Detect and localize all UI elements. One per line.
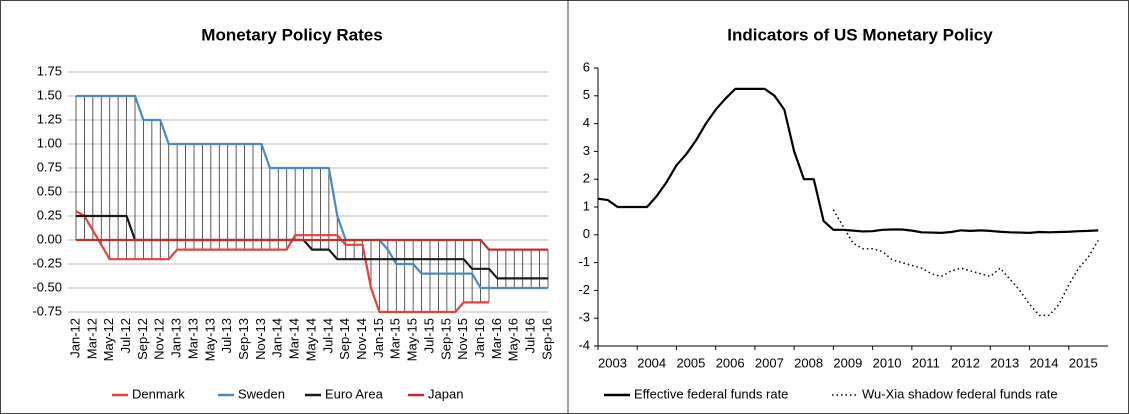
legend-label: Sweden — [238, 386, 285, 401]
x-tick-label: 2012 — [951, 355, 980, 370]
x-tick-label: May-16 — [506, 318, 521, 361]
x-tick-label: Jan-14 — [270, 318, 285, 358]
x-tick-label: Mar-12 — [84, 318, 99, 359]
x-tick-label: Jul-16 — [523, 318, 538, 353]
x-tick-label: Nov-12 — [152, 318, 167, 360]
legend-label: Japan — [428, 386, 463, 401]
x-tick-label: Jul-15 — [421, 318, 436, 353]
x-tick-label: 2009 — [833, 355, 862, 370]
y-tick-label: 1.00 — [37, 135, 62, 150]
x-tick-label: Jan-16 — [472, 318, 487, 358]
series-line — [597, 87, 1099, 234]
x-tick-label: Sep-12 — [135, 318, 150, 360]
chart-title: Monetary Policy Rates — [201, 25, 382, 44]
x-tick-label: Sep-16 — [539, 318, 554, 360]
x-tick-label: 2015 — [1069, 355, 1098, 370]
x-tick-label: 2007 — [755, 355, 784, 370]
series-line — [76, 238, 548, 251]
y-tick-label: 3 — [583, 143, 590, 158]
x-tick-label: Sep-15 — [438, 318, 453, 360]
y-tick-label: 0.50 — [37, 183, 62, 198]
series-line — [75, 210, 489, 314]
y-tick-label: -3 — [578, 310, 590, 325]
x-tick-label: May-12 — [101, 318, 116, 361]
legend-label: Denmark — [132, 386, 185, 401]
y-tick-label: -2 — [578, 282, 590, 297]
x-tick-label: Jan-12 — [67, 318, 82, 358]
x-tick-label: Nov-14 — [354, 318, 369, 360]
y-tick-label: 4 — [583, 115, 590, 130]
x-tick-label: May-15 — [405, 318, 420, 361]
y-tick-label: 5 — [583, 87, 590, 102]
x-tick-label: 2008 — [794, 355, 823, 370]
x-tick-label: Sep-14 — [337, 318, 352, 360]
y-tick-label: 1 — [583, 198, 590, 213]
y-tick-label: 1.25 — [37, 111, 62, 126]
y-tick-label: -0.75 — [32, 303, 62, 318]
legend-label: Euro Area — [325, 386, 384, 401]
x-tick-label: Mar-14 — [287, 318, 302, 359]
x-tick-label: 2004 — [637, 355, 666, 370]
y-tick-label: 1.75 — [37, 63, 62, 78]
x-tick-label: Jan-15 — [371, 318, 386, 358]
legend-label: Effective federal funds rate — [634, 386, 788, 401]
x-tick-label: Mar-16 — [489, 318, 504, 359]
y-tick-label: 2 — [583, 171, 590, 186]
x-tick-label: Jul-14 — [320, 318, 335, 353]
x-tick-label: Jan-13 — [169, 318, 184, 358]
series-line — [832, 209, 1099, 317]
y-tick-label: 0.00 — [37, 231, 62, 246]
x-tick-label: 2005 — [676, 355, 705, 370]
series-line — [76, 94, 548, 290]
y-tick-label: -1 — [578, 254, 590, 269]
x-tick-label: Nov-15 — [455, 318, 470, 360]
y-tick-label: -0.50 — [32, 279, 62, 294]
x-tick-label: Mar-13 — [185, 318, 200, 359]
x-tick-label: 2013 — [990, 355, 1019, 370]
y-tick-label: 0 — [583, 226, 590, 241]
x-tick-label: 2010 — [873, 355, 902, 370]
x-tick-label: Jul-12 — [118, 318, 133, 353]
y-tick-label: 0.25 — [37, 207, 62, 222]
y-tick-label: 6 — [583, 59, 590, 74]
x-tick-label: Nov-13 — [253, 318, 268, 360]
x-tick-label: 2003 — [598, 355, 627, 370]
chart-title: Indicators of US Monetary Policy — [727, 25, 993, 44]
x-tick-label: May-14 — [303, 318, 318, 361]
legend-label: Wu-Xia shadow federal funds rate — [862, 386, 1058, 401]
x-tick-label: May-13 — [202, 318, 217, 361]
x-tick-label: 2006 — [716, 355, 745, 370]
y-tick-label: 1.50 — [37, 87, 62, 102]
y-tick-label: -0.25 — [32, 255, 62, 270]
y-tick-label: 0.75 — [37, 159, 62, 174]
x-tick-label: 2014 — [1030, 355, 1059, 370]
x-tick-label: Jul-13 — [219, 318, 234, 353]
y-tick-label: -4 — [578, 337, 590, 352]
x-tick-label: Mar-15 — [388, 318, 403, 359]
x-tick-label: 2011 — [912, 355, 940, 370]
x-tick-label: Sep-13 — [236, 318, 251, 360]
